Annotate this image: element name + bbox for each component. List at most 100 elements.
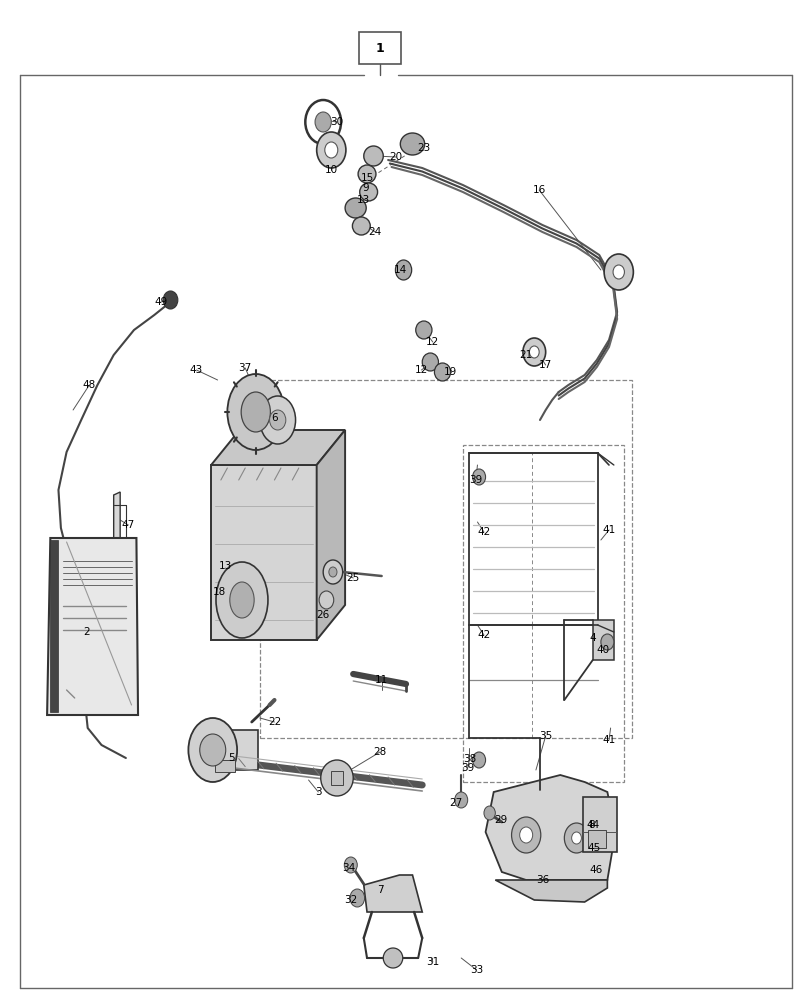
Ellipse shape [454,792,467,808]
Bar [50,540,58,712]
Ellipse shape [350,889,364,907]
Ellipse shape [344,857,357,873]
Ellipse shape [483,806,495,820]
Text: 49: 49 [154,297,167,307]
Polygon shape [363,875,422,912]
Ellipse shape [260,396,295,444]
Ellipse shape [241,392,270,432]
Ellipse shape [472,752,485,768]
Ellipse shape [358,165,375,183]
Text: 37: 37 [238,363,251,373]
Ellipse shape [345,198,366,218]
Polygon shape [316,430,345,640]
Text: 40: 40 [595,645,608,655]
Ellipse shape [472,469,485,485]
Bar [469,453,597,625]
Text: 20: 20 [389,152,402,162]
Text: 47: 47 [122,520,135,530]
Text: 35: 35 [539,731,551,741]
Ellipse shape [612,265,624,279]
Text: 36: 36 [535,875,548,885]
Ellipse shape [328,567,337,577]
Text: 38: 38 [462,754,475,764]
Text: 13: 13 [219,561,232,571]
Text: 6: 6 [271,413,277,423]
Ellipse shape [603,254,633,290]
Bar [582,797,616,852]
Ellipse shape [415,321,431,339]
Polygon shape [114,492,120,552]
Text: 1: 1 [375,41,384,54]
Ellipse shape [519,827,532,843]
Ellipse shape [352,217,370,235]
Ellipse shape [227,374,284,450]
Polygon shape [211,430,345,465]
Text: 48: 48 [83,380,96,390]
Ellipse shape [230,582,254,618]
Text: 46: 46 [589,865,602,875]
Bar [209,730,258,770]
Text: 23: 23 [417,143,430,153]
Ellipse shape [395,260,411,280]
Ellipse shape [434,363,450,381]
Bar [260,380,631,738]
Polygon shape [495,880,607,902]
Ellipse shape [571,832,581,844]
Ellipse shape [383,948,402,968]
Ellipse shape [315,112,331,132]
Text: 7: 7 [376,885,383,895]
Text: 2: 2 [84,627,90,637]
Text: 15: 15 [360,173,373,183]
Text: 3: 3 [315,787,321,797]
Bar [358,32,401,64]
Polygon shape [592,620,613,660]
Bar [587,830,605,848]
Text: 33: 33 [470,965,483,975]
Text: 17: 17 [539,360,551,370]
Ellipse shape [320,760,353,796]
Text: 21: 21 [519,350,532,360]
Ellipse shape [319,591,333,609]
Ellipse shape [188,718,237,782]
Text: 28: 28 [373,747,386,757]
Text: 27: 27 [449,798,462,808]
Polygon shape [211,465,316,640]
Text: 39: 39 [469,475,482,485]
Ellipse shape [324,142,337,158]
Text: 11: 11 [375,675,388,685]
Text: 26: 26 [316,610,329,620]
Text: 8: 8 [587,820,594,830]
Text: 44: 44 [586,820,599,830]
Ellipse shape [522,338,545,366]
Text: 41: 41 [602,525,615,535]
Ellipse shape [511,817,540,853]
Text: 19: 19 [444,367,457,377]
Text: 9: 9 [362,183,368,193]
Text: 12: 12 [426,337,439,347]
Bar [462,445,623,782]
Text: 29: 29 [494,815,507,825]
Text: 14: 14 [393,265,406,275]
Text: 10: 10 [324,165,337,175]
Ellipse shape [363,146,383,166]
Polygon shape [47,538,138,715]
Bar [215,760,235,772]
Ellipse shape [600,634,613,650]
Bar [331,771,343,785]
Text: 13: 13 [357,195,370,205]
Text: 39: 39 [461,763,474,773]
Text: 16: 16 [532,185,545,195]
Ellipse shape [323,560,342,584]
Text: 25: 25 [346,573,359,583]
Text: 4: 4 [589,633,595,643]
Text: 24: 24 [368,227,381,237]
Text: 34: 34 [342,863,355,873]
Ellipse shape [216,562,268,638]
Text: 42: 42 [477,630,490,640]
Text: 22: 22 [268,717,281,727]
Polygon shape [485,775,615,880]
Text: 12: 12 [414,365,427,375]
Ellipse shape [316,132,345,168]
Ellipse shape [422,353,438,371]
Text: 45: 45 [587,843,600,853]
